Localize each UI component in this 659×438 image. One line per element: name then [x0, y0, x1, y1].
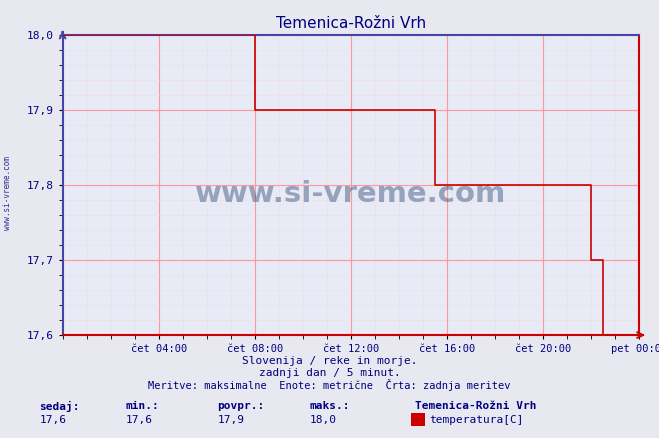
Text: Temenica-Rožni Vrh: Temenica-Rožni Vrh [415, 402, 536, 411]
Text: maks.:: maks.: [310, 402, 350, 411]
Text: 17,6: 17,6 [125, 416, 152, 425]
Text: povpr.:: povpr.: [217, 402, 265, 411]
Text: 18,0: 18,0 [310, 416, 337, 425]
Text: 17,6: 17,6 [40, 416, 67, 425]
Title: Temenica-Rožni Vrh: Temenica-Rožni Vrh [276, 16, 426, 31]
Text: 17,9: 17,9 [217, 416, 244, 425]
Text: www.si-vreme.com: www.si-vreme.com [195, 180, 507, 208]
Text: zadnji dan / 5 minut.: zadnji dan / 5 minut. [258, 368, 401, 378]
Text: Slovenija / reke in morje.: Slovenija / reke in morje. [242, 357, 417, 366]
Text: www.si-vreme.com: www.si-vreme.com [3, 156, 13, 230]
Text: temperatura[C]: temperatura[C] [430, 415, 524, 424]
Text: sedaj:: sedaj: [40, 401, 80, 412]
Text: min.:: min.: [125, 402, 159, 411]
Text: Meritve: maksimalne  Enote: metrične  Črta: zadnja meritev: Meritve: maksimalne Enote: metrične Črta… [148, 378, 511, 391]
